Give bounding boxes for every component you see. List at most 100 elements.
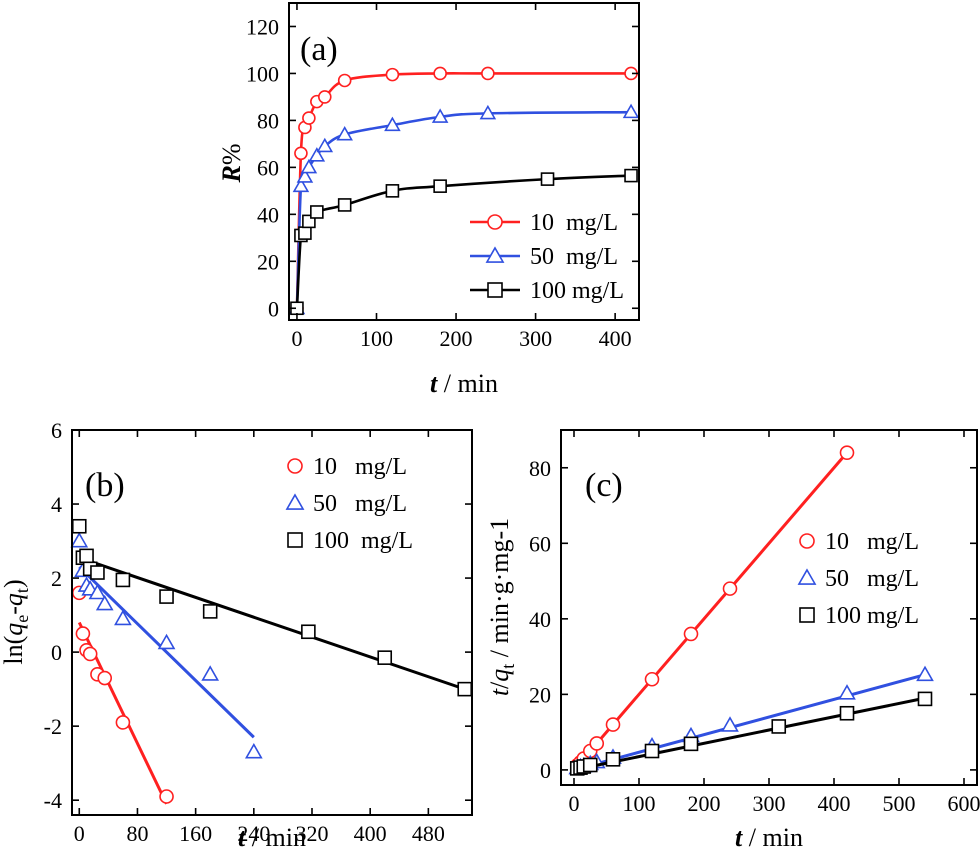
- panel-c-y-axis-title-unit: / min·g·mg-1: [485, 518, 514, 664]
- panel-b-x-tick-label: 0: [74, 821, 85, 846]
- legend-100-mgL-label: 100 mg/L: [313, 528, 413, 554]
- panel-a-chart: 0 100 200 300 400 0 20 40 60 80 100 120 (a) t / min…: [217, 2, 640, 398]
- panel-c-x-tick-label: 600: [948, 791, 980, 816]
- panel-b-x-tick-label: 240: [237, 821, 270, 846]
- series-50-mgL-point: [721, 716, 739, 732]
- series-50-mgL-point: [88, 583, 107, 600]
- panel-b-y-tick-label: -4: [44, 788, 62, 813]
- series-50-mgL-point: [622, 103, 640, 119]
- panel-b-x-tick-label: 480: [412, 821, 445, 846]
- legend-50-mgL-marker: [485, 246, 505, 263]
- panel-b-y-tick-label: 2: [51, 566, 62, 591]
- panel-a-y-tick-label: 0: [268, 296, 279, 321]
- series-50-mgL-point: [384, 116, 401, 132]
- panel-b-y-axis-title-pre: ln(: [0, 636, 28, 665]
- panel-b-y-axis-title-q2: q: [0, 593, 28, 606]
- series-50-mgL-point: [336, 125, 353, 141]
- panel-c-y-axis-title-q: q: [485, 669, 514, 682]
- series-50-mgL-fit-line: [573, 673, 926, 772]
- legend-50-mgL-label: 50 mg/L: [530, 244, 618, 270]
- panel-c-label: (c): [585, 467, 623, 504]
- panel-a-x-tick-label: 200: [440, 326, 473, 351]
- panel-c-y-tick-label: 0: [540, 758, 551, 783]
- panel-c-x-axis-title-unit: / min: [742, 823, 803, 852]
- series-50-mgL-point: [916, 665, 934, 682]
- panel-b-label: (b): [85, 467, 125, 504]
- series-100-mgL-point: [71, 518, 87, 534]
- panel-a-y-axis-title: R%: [217, 143, 246, 183]
- panel-a-y-tick-label: 40: [257, 202, 279, 227]
- series-100-mgL-point: [644, 743, 660, 759]
- series-100-mgL-point: [115, 572, 131, 588]
- panel-c-x-axis-title: t / min: [735, 823, 803, 852]
- panel-b-y-tick-label: -2: [44, 714, 62, 739]
- series-50-mgL-point: [838, 684, 856, 700]
- series-100-mgL-point: [90, 565, 105, 580]
- series-10-mgL-fit-line: [572, 451, 849, 771]
- series-50-mgL-fit-line: [78, 565, 255, 739]
- series-100-mgL-point: [79, 548, 94, 564]
- panel-c-x-tick-label: 400: [818, 791, 851, 816]
- series-100-mgL-point: [540, 172, 555, 186]
- series-100-mgL-point: [310, 205, 324, 219]
- panel-a-y-tick-label: 120: [246, 14, 279, 39]
- panel-a-x-tick-label: 400: [599, 326, 632, 351]
- panel-a-frame: [288, 2, 640, 321]
- panel-b-y-tick-label: 0: [51, 640, 62, 665]
- series-50-mgL-point: [157, 633, 176, 650]
- series-10-mgL-point: [605, 717, 621, 732]
- legend-10-mgL-marker: [799, 533, 815, 549]
- panel-a-y-axis-title-var: R: [217, 165, 246, 183]
- panel-c-x-tick-label: 500: [883, 791, 916, 816]
- panel-c-y-tick-label: 80: [529, 456, 551, 481]
- series-100-mgL-point: [582, 757, 598, 773]
- series-10-mgL-point: [82, 646, 98, 662]
- legend-50-mgL-marker: [285, 493, 305, 510]
- legend-10-mgL-label: 10 mg/L: [313, 454, 407, 480]
- panel-b-x-tick-label: 80: [126, 821, 148, 846]
- panel-c-y-axis-title-t: t: [485, 688, 514, 696]
- series-10-mgL-point: [115, 715, 131, 730]
- panel-b-y-axis-title: ln(qe-qt): [0, 579, 32, 664]
- series-100-mgL-point: [771, 719, 787, 734]
- series-10-mgL-point: [481, 66, 495, 81]
- panel-b-x-tick-label: 160: [179, 821, 212, 846]
- panel-c-y-tick-label: 40: [529, 607, 551, 632]
- series-10-mgL-point: [97, 670, 113, 686]
- panel-b-y-tick-label: 4: [51, 492, 62, 517]
- legend-50-mgL-label: 50 mg/L: [825, 566, 919, 592]
- panel-a-y-tick-label: 60: [257, 155, 279, 180]
- legend-100-mgL-label: 100 mg/L: [825, 603, 919, 629]
- panel-b-frame: [71, 429, 473, 816]
- panel-b-x-tick-label: 320: [296, 821, 329, 846]
- panel-b-x-axis-title-var: t: [238, 823, 246, 852]
- series-100-mgL-point: [337, 198, 352, 212]
- series-10-mgL-point: [159, 789, 174, 804]
- panel-a-x-tick-label: 100: [360, 326, 393, 351]
- series-50-mgL-point: [300, 158, 318, 174]
- panel-a-y-axis-title-unit: %: [217, 143, 246, 165]
- series-100-mgL-point: [385, 184, 400, 198]
- legend-10-mgL-label: 10 mg/L: [530, 210, 618, 236]
- panel-b-x-axis-title-unit: / min: [245, 823, 306, 852]
- series-10-mgL-point: [644, 671, 660, 687]
- panel-c-chart: 0 100 200 300 400 500 600 0 20 40 60 80 (c) t / min…: [485, 429, 980, 852]
- panel-b-y-axis-title-mid: -: [0, 606, 28, 615]
- panel-c-x-tick-label: 200: [688, 791, 721, 816]
- panel-a-x-tick-label: 0: [291, 326, 302, 351]
- panel-c-y-axis-title-sub: t: [498, 664, 518, 669]
- series-100-mgL-point: [159, 589, 174, 604]
- series-10-mgL-point: [839, 445, 855, 460]
- panel-b-chart: 0 80 160 240 320 400 480 -4 -2 0 2 4 6 (b) t / min l…: [0, 418, 473, 852]
- series-10-mgL-point: [337, 73, 352, 88]
- series-100-mgL-point: [624, 168, 638, 183]
- series-100-mgL-fit-line: [78, 556, 466, 691]
- panel-c-x-tick-label: 0: [569, 791, 580, 816]
- legend-50-mgL-marker: [797, 568, 817, 585]
- panel-b-y-tick-label: 6: [51, 418, 62, 443]
- panel-b-x-axis-title: t / min: [238, 823, 306, 852]
- panel-c-y-axis-title-slash: /: [485, 681, 514, 689]
- series-50-mgL-point: [201, 665, 220, 681]
- panel-c-x-axis-title-var: t: [735, 823, 743, 852]
